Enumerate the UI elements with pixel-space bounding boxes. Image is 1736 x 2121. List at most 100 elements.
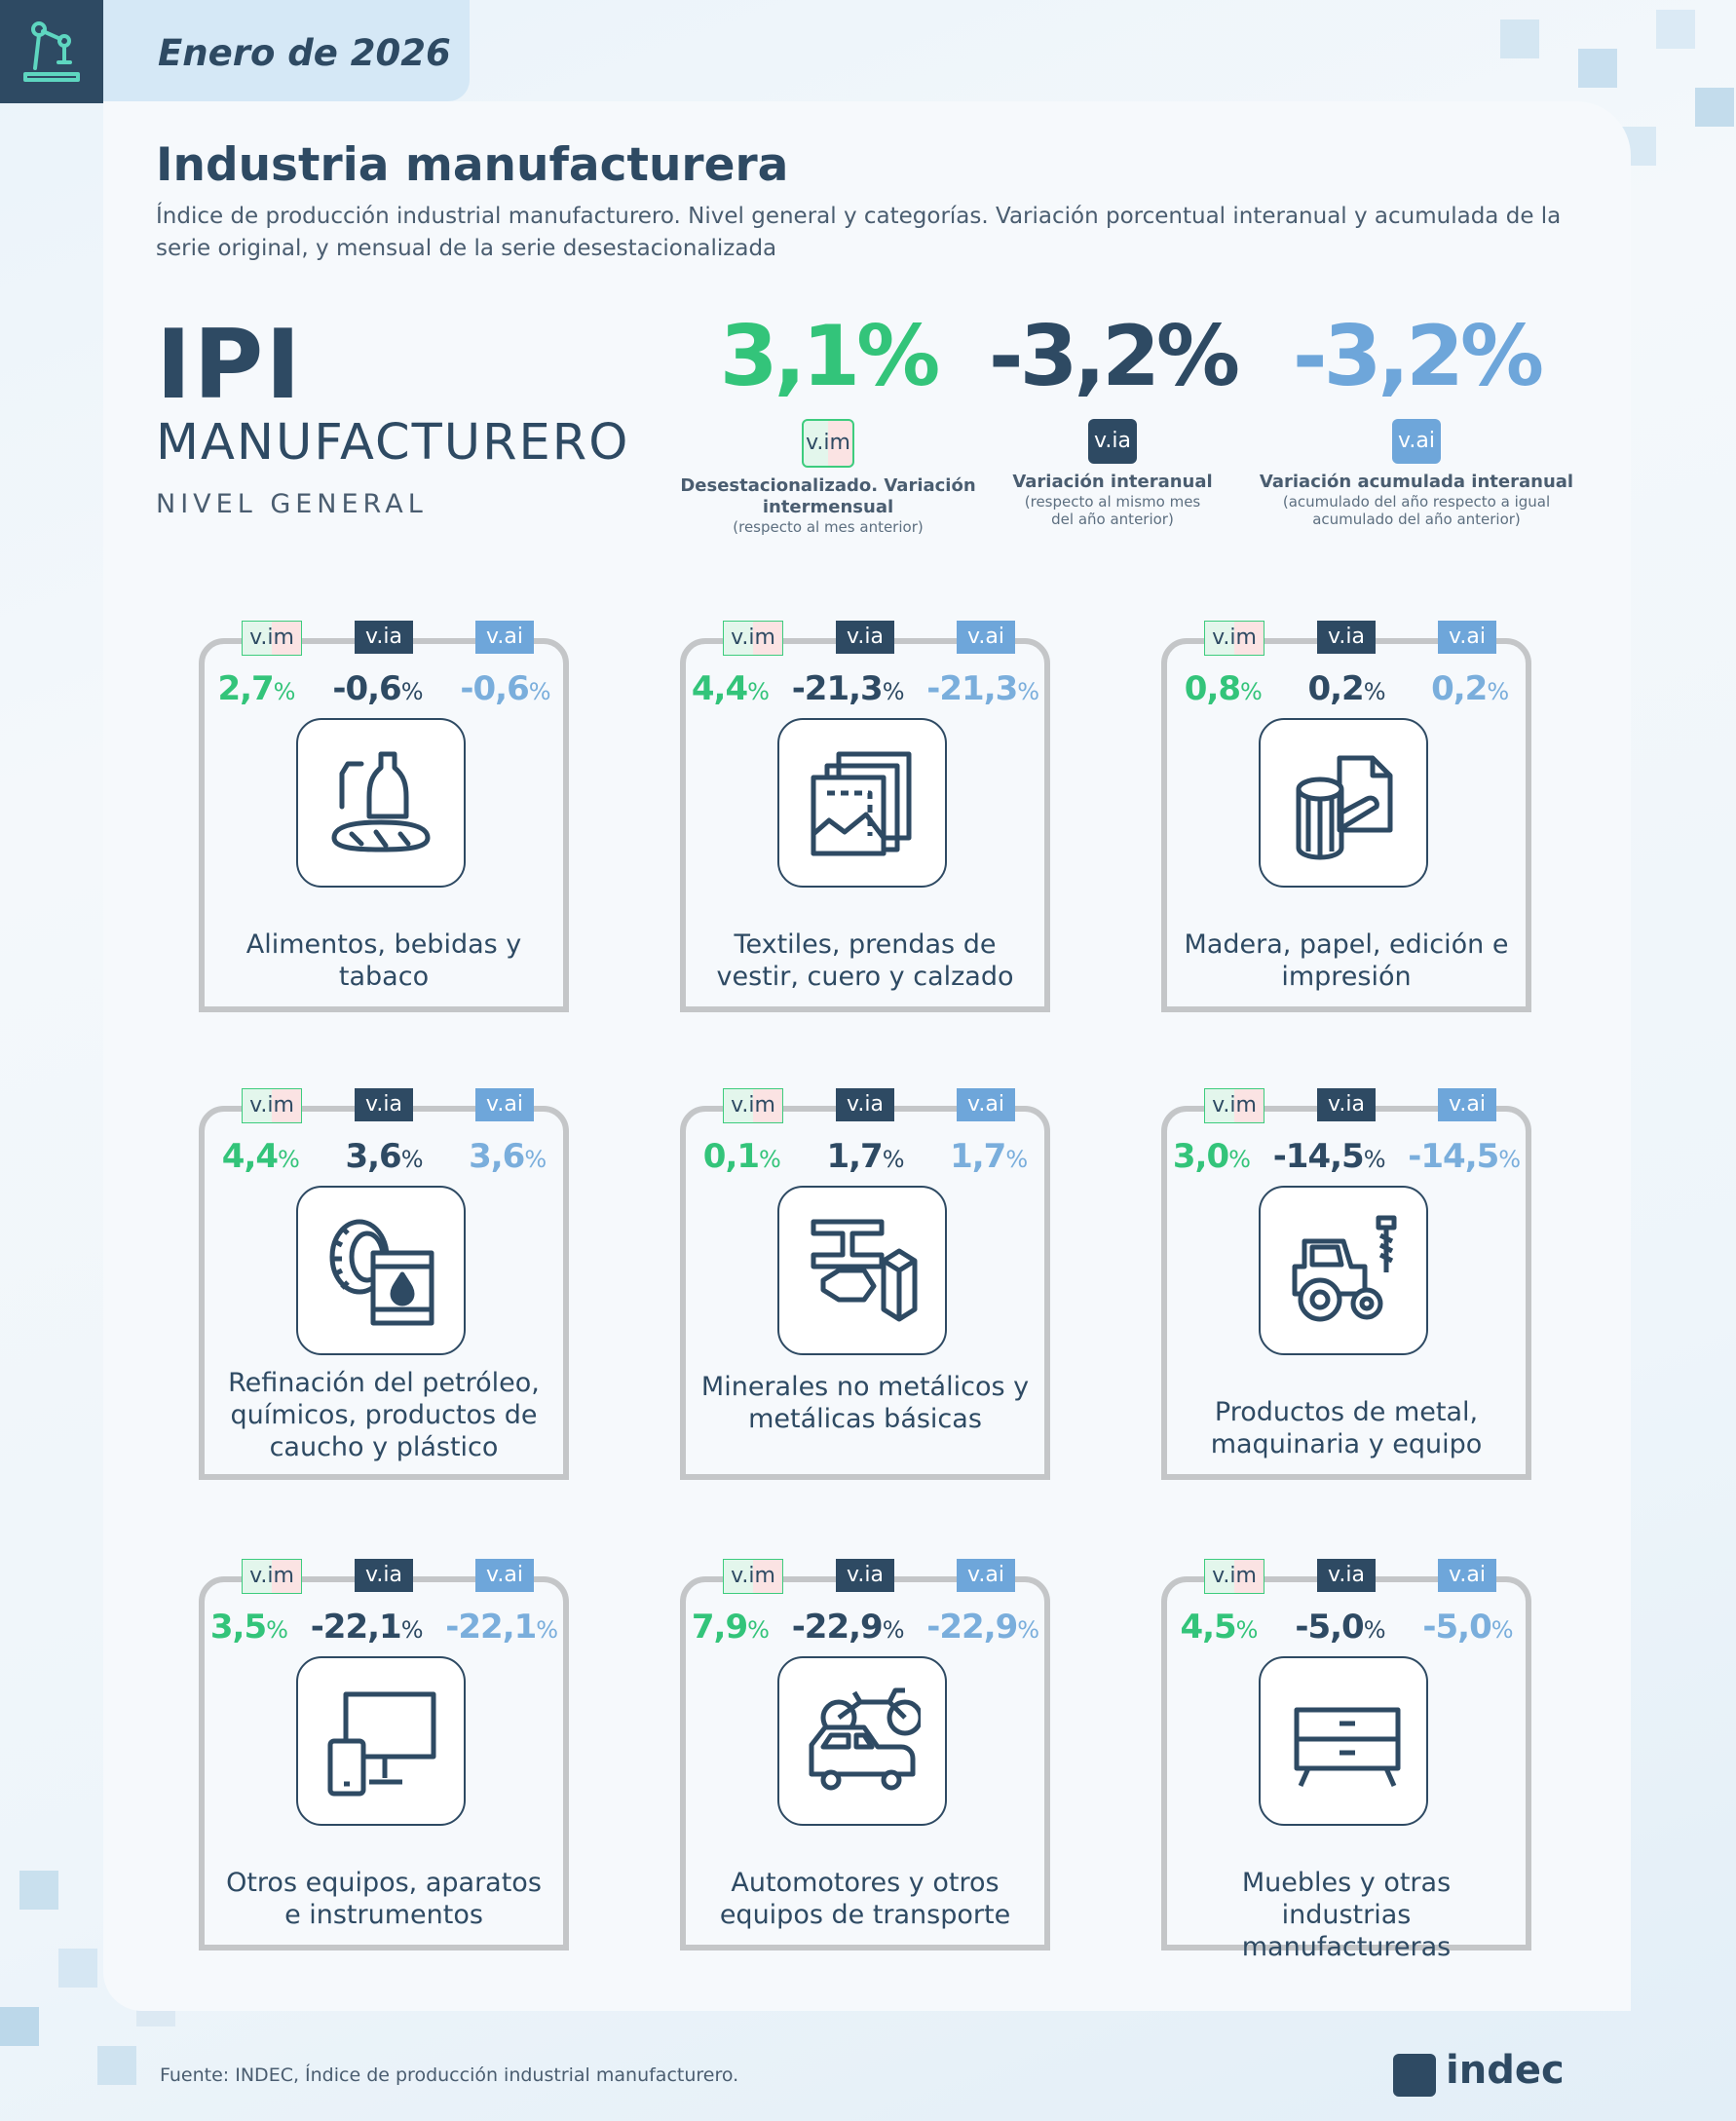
page-subtitle: Índice de producción industrial manufact… — [156, 204, 1562, 261]
tag-vai: v.ai — [957, 1088, 1015, 1121]
value-vim-pct: % — [1235, 1616, 1259, 1644]
value-vai: -22,9% — [926, 1608, 1039, 1647]
category-card-5: v.im v.ia v.ai 0,1% 1,7% 1,7% Minerales … — [680, 1088, 1050, 1480]
kpi-vai-value: -3,2% — [1292, 308, 1544, 405]
tag-vai: v.ai — [475, 1559, 534, 1592]
category-name: Otros equipos, aparatos e instrumentos — [226, 1868, 542, 1930]
value-vim-pct: % — [266, 1616, 288, 1644]
value-via-pct: % — [1363, 1616, 1386, 1644]
value-via: -22,1% — [311, 1608, 424, 1647]
tire-oil-barrel-icon — [329, 1219, 434, 1326]
kpi-via-label: Variación interanual — [1012, 472, 1213, 492]
category-card-2: v.im v.ia v.ai 4,4% -21,3% -21,3% Textil… — [680, 621, 1050, 1012]
value-via-number: -0,6 — [332, 669, 401, 708]
tag-via: v.ia — [836, 621, 894, 654]
value-vai-number: 1,7 — [950, 1137, 1006, 1176]
value-vai-number: -0,6 — [460, 669, 529, 708]
value-vai: -0,6% — [460, 669, 550, 708]
value-vai-pct: % — [524, 1146, 547, 1173]
kpi-via-value: -3,2% — [988, 308, 1240, 405]
value-via-pct: % — [1363, 1146, 1386, 1173]
kpi-vim-value: 3,1% — [719, 308, 941, 405]
value-vim-pct: % — [747, 1616, 770, 1644]
value-vai-pct: % — [536, 1616, 558, 1644]
kpi-via-sub: (respecto al mismo mes del año anterior) — [1024, 493, 1201, 528]
value-vim-number: 4,4 — [221, 1137, 279, 1176]
value-vim-number: 3,0 — [1172, 1137, 1229, 1176]
kpi-vai-sub: (acumulado del año respecto a igual acum… — [1282, 493, 1551, 528]
robot-arm-logo — [0, 0, 103, 103]
value-vim-number: 2,7 — [217, 669, 274, 708]
category-card-6: v.im v.ia v.ai 3,0% -14,5% -14,5% Produc… — [1161, 1088, 1531, 1480]
value-vai: -14,5% — [1408, 1137, 1521, 1176]
value-vim: 3,5% — [209, 1608, 288, 1647]
value-vai-number: 3,6 — [469, 1137, 525, 1176]
value-vai: -21,3% — [926, 669, 1039, 708]
category-name: Refinación del petróleo, químicos, produ… — [228, 1368, 540, 1462]
value-vim: 7,9% — [692, 1608, 770, 1647]
value-vai-pct: % — [1498, 1146, 1521, 1173]
indec-logo: indec — [1446, 2048, 1565, 2093]
kpi-via: -3,2% v.ia Variación interanual (respect… — [947, 308, 1278, 528]
indec-logo-icon — [1393, 2054, 1436, 2097]
dresser-icon — [1294, 1707, 1401, 1788]
value-via-number: -14,5 — [1272, 1137, 1365, 1176]
kpi-vai-label: Variación acumulada interanual — [1259, 472, 1574, 492]
value-via-pct: % — [400, 678, 424, 705]
value-vai: -22,1% — [445, 1608, 558, 1647]
value-via-pct: % — [882, 678, 905, 705]
kpi-vim-badge: v.im — [802, 419, 854, 468]
category-card-9: v.im v.ia v.ai 4,5% -5,0% -5,0% Muebles … — [1161, 1559, 1531, 1962]
car-motorcycle-icon — [809, 1687, 921, 1791]
category-card-4: v.im v.ia v.ai 4,4% 3,6% 3,6% Refinación… — [199, 1088, 569, 1480]
kpi-vai: -3,2% v.ai Variación acumulada interanua… — [1251, 308, 1582, 528]
value-vim: 4,5% — [1180, 1608, 1259, 1647]
value-vim-number: 3,5 — [209, 1608, 267, 1647]
value-via: -0,6% — [332, 669, 424, 708]
food-bottle-icon — [331, 751, 431, 852]
category-values: 0,8% 0,2% 0,2% — [1161, 669, 1531, 708]
category-icon-box — [1259, 1186, 1428, 1355]
value-vim-number: 0,1 — [702, 1137, 760, 1176]
tag-via: v.ia — [355, 1088, 413, 1121]
value-via: -21,3% — [792, 669, 905, 708]
value-via-pct: % — [400, 1616, 424, 1644]
category-values: 4,5% -5,0% -5,0% — [1161, 1608, 1531, 1647]
value-vim-pct: % — [278, 1146, 300, 1173]
tag-vai: v.ai — [957, 621, 1015, 654]
category-icon-box — [1259, 718, 1428, 888]
report-date: Enero de 2026 — [158, 32, 451, 74]
decorative-pixels-bottom — [0, 1812, 234, 2121]
category-values: 3,5% -22,1% -22,1% — [199, 1608, 569, 1647]
robot-arm-icon — [23, 21, 80, 82]
category-icon-box — [296, 1656, 466, 1826]
category-card-7: v.im v.ia v.ai 3,5% -22,1% -22,1% Otros … — [199, 1559, 569, 1951]
value-via-pct: % — [1363, 678, 1386, 705]
tag-vim: v.im — [242, 1088, 302, 1123]
category-card-8: v.im v.ia v.ai 7,9% -22,9% -22,9% Automo… — [680, 1559, 1050, 1951]
category-icon-box — [777, 718, 947, 888]
value-vim-number: 4,5 — [1180, 1608, 1236, 1647]
category-name: Alimentos, bebidas y tabaco — [245, 929, 522, 992]
value-via-number: 0,2 — [1307, 669, 1364, 708]
manufacturero-label: MANUFACTURERO — [156, 414, 630, 472]
category-values: 7,9% -22,9% -22,9% — [680, 1608, 1050, 1647]
monitor-phone-icon — [327, 1691, 436, 1797]
value-vai: -5,0% — [1422, 1608, 1514, 1647]
tag-vim: v.im — [242, 621, 302, 656]
ipi-title: IPI — [156, 310, 303, 421]
beam-minerals-icon — [811, 1219, 918, 1322]
kpi-vai-badge: v.ai — [1392, 419, 1441, 464]
value-vai-pct: % — [1491, 1616, 1514, 1644]
value-via: 1,7% — [826, 1137, 904, 1176]
tag-vai: v.ai — [475, 1088, 534, 1121]
value-via: -14,5% — [1272, 1137, 1386, 1176]
category-values: 2,7% -0,6% -0,6% — [199, 669, 569, 708]
tag-via: v.ia — [836, 1559, 894, 1592]
value-vai-pct: % — [1005, 1146, 1028, 1173]
value-vim: 0,8% — [1185, 669, 1263, 708]
tag-vim: v.im — [723, 1088, 783, 1123]
value-vai-number: -22,1 — [445, 1608, 537, 1647]
tag-vim: v.im — [1204, 1088, 1264, 1123]
value-vim-pct: % — [273, 678, 296, 705]
